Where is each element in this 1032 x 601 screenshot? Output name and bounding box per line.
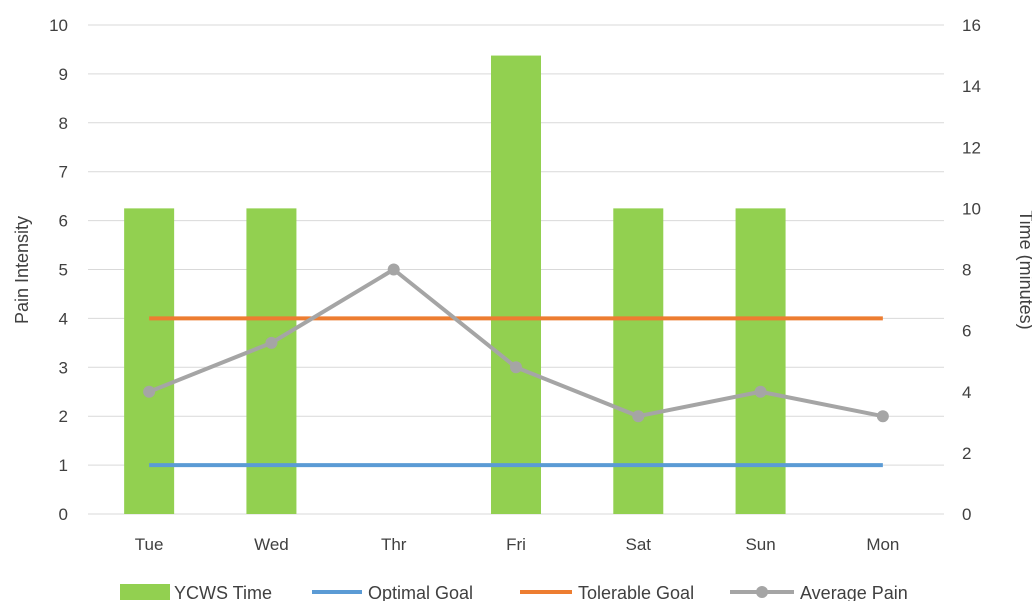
left-tick-label: 7 [59, 163, 68, 182]
right-tick-label: 8 [962, 261, 971, 280]
right-axis: 0 2 4 6 8 10 12 14 16 [962, 16, 981, 524]
right-tick-label: 0 [962, 505, 971, 524]
bar [124, 208, 175, 514]
left-tick-label: 1 [59, 456, 68, 475]
bar [491, 55, 541, 514]
line-series [143, 263, 889, 468]
legend-label: YCWS Time [174, 583, 272, 601]
data-point [754, 385, 767, 398]
left-axis-title: Pain Intensity [12, 216, 32, 324]
bar [246, 208, 297, 514]
legend-label: Optimal Goal [368, 583, 473, 601]
data-point [143, 385, 156, 398]
legend: YCWS Time Optimal Goal Tolerable Goal Avera… [120, 583, 908, 601]
left-tick-label: 4 [59, 309, 68, 328]
data-point [265, 336, 278, 349]
bar-series [124, 55, 786, 514]
legend-swatch [120, 584, 170, 600]
x-tick-label: Mon [866, 535, 899, 554]
left-tick-label: 10 [49, 16, 68, 35]
bar [735, 208, 786, 514]
data-point [876, 410, 889, 423]
left-tick-label: 6 [59, 212, 68, 231]
x-tick-label: Fri [506, 535, 526, 554]
x-tick-label: Wed [254, 535, 289, 554]
x-axis: Tue Wed Thr Fri Sat Sun Mon [135, 535, 900, 554]
right-tick-label: 12 [962, 138, 981, 157]
left-tick-label: 2 [59, 407, 68, 426]
right-tick-label: 14 [962, 77, 981, 96]
right-tick-label: 2 [962, 444, 971, 463]
left-tick-label: 0 [59, 505, 68, 524]
x-tick-label: Sun [745, 535, 775, 554]
x-tick-label: Tue [135, 535, 164, 554]
legend-label: Average Pain [800, 583, 908, 601]
left-tick-label: 5 [59, 261, 68, 280]
data-point [510, 361, 522, 374]
bar [613, 208, 664, 514]
right-axis-title: Time (minutes) [1016, 210, 1032, 329]
right-tick-label: 10 [962, 199, 981, 218]
right-tick-label: 16 [962, 16, 981, 35]
left-axis: 0 1 2 3 4 5 6 7 8 9 10 [49, 16, 68, 524]
x-tick-label: Sat [626, 535, 652, 554]
x-tick-label: Thr [381, 535, 407, 554]
left-tick-label: 9 [59, 65, 68, 84]
right-tick-label: 4 [962, 383, 971, 402]
right-tick-label: 6 [962, 322, 971, 341]
legend-marker [756, 586, 768, 598]
data-point [632, 410, 645, 423]
data-point [387, 263, 400, 276]
legend-label: Tolerable Goal [578, 583, 694, 601]
left-tick-label: 8 [59, 114, 68, 133]
left-tick-label: 3 [59, 358, 68, 377]
